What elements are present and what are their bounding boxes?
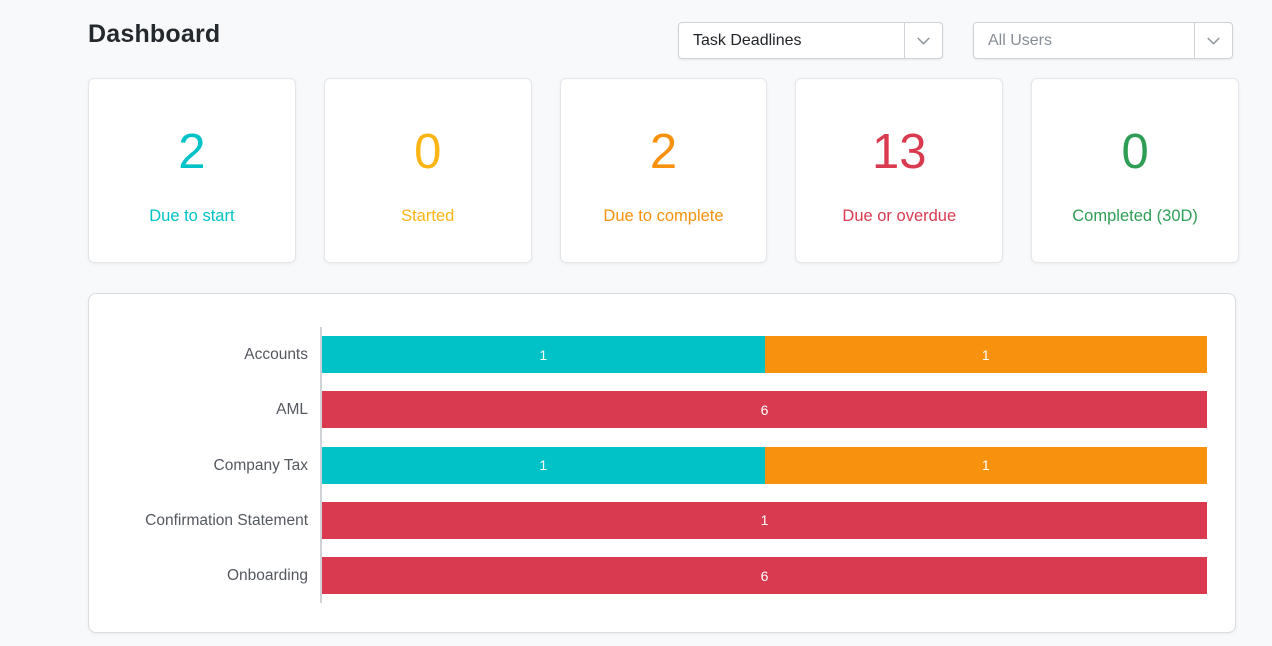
task-deadlines-chart-panel: Accounts 1 1 AML 6 Company Tax 1 1 Confirmation … [88, 293, 1236, 633]
bar-segment-due-to-complete[interactable]: 1 [764, 446, 1207, 484]
stat-value: 2 [178, 125, 206, 179]
bar-segment-due-to-start[interactable]: 1 [322, 446, 765, 484]
stat-label: Due to start [149, 206, 235, 225]
chart-category-label: Company Tax [213, 456, 308, 474]
stat-label: Completed (30D) [1072, 206, 1198, 225]
stat-card-completed-30d[interactable]: 0 Completed (30D) [1031, 78, 1239, 263]
chart-category-label: Onboarding [226, 567, 308, 584]
stat-value: 0 [1121, 125, 1149, 179]
chart-category-label: Accounts [244, 346, 308, 363]
chart-row-confirmation-statement: Confirmation Statement 1 [89, 501, 1235, 539]
bar-segment-due-to-complete[interactable]: 1 [764, 336, 1207, 373]
stacked-bar-chart: Accounts 1 1 AML 6 Company Tax 1 1 Confirmation … [89, 294, 1235, 632]
stat-value: 13 [872, 125, 927, 179]
chart-bar: 6 [322, 557, 1207, 594]
stat-value: 0 [414, 125, 442, 179]
user-filter-select-value: All Users [988, 31, 1053, 49]
user-filter-select[interactable]: All Users [973, 22, 1233, 59]
stat-card-due-to-complete[interactable]: 2 Due to complete [559, 78, 768, 263]
bar-segment-due-to-start[interactable]: 1 [322, 336, 765, 373]
chevron-down-icon[interactable] [1194, 23, 1232, 58]
stat-cards: 2 Due to start 0 Started 2 Due to complete 13 D… [88, 78, 1239, 263]
chart-row-company-tax: Company Tax 1 1 [89, 446, 1235, 484]
page-title: Dashboard [88, 20, 221, 48]
chart-bar: 6 [322, 391, 1207, 429]
report-type-select[interactable]: Task Deadlines [678, 22, 943, 59]
bar-segment-due-or-overdue[interactable]: 6 [322, 557, 1207, 594]
chart-row-accounts: Accounts 1 1 [89, 336, 1235, 373]
chart-row-onboarding: Onboarding 6 [89, 557, 1235, 594]
stat-label: Due to complete [603, 206, 724, 225]
chart-y-axis-line [320, 327, 322, 603]
stat-card-due-or-overdue[interactable]: 13 Due or overdue [795, 78, 1004, 263]
chevron-down-icon[interactable] [904, 23, 942, 58]
stat-value: 2 [649, 125, 678, 179]
stat-label: Started [401, 206, 455, 225]
bar-segment-due-or-overdue[interactable]: 1 [322, 501, 1207, 539]
stat-card-started[interactable]: 0 Started [323, 78, 532, 263]
stat-card-due-to-start[interactable]: 2 Due to start [88, 78, 296, 263]
chart-category-label: AML [276, 401, 308, 419]
chart-row-aml: AML 6 [89, 391, 1235, 429]
bar-segment-due-or-overdue[interactable]: 6 [322, 391, 1207, 429]
chart-bar: 1 [322, 501, 1207, 539]
stat-label: Due or overdue [842, 206, 957, 225]
report-type-select-value: Task Deadlines [693, 31, 802, 49]
chart-category-label: Confirmation Statement [145, 511, 308, 529]
